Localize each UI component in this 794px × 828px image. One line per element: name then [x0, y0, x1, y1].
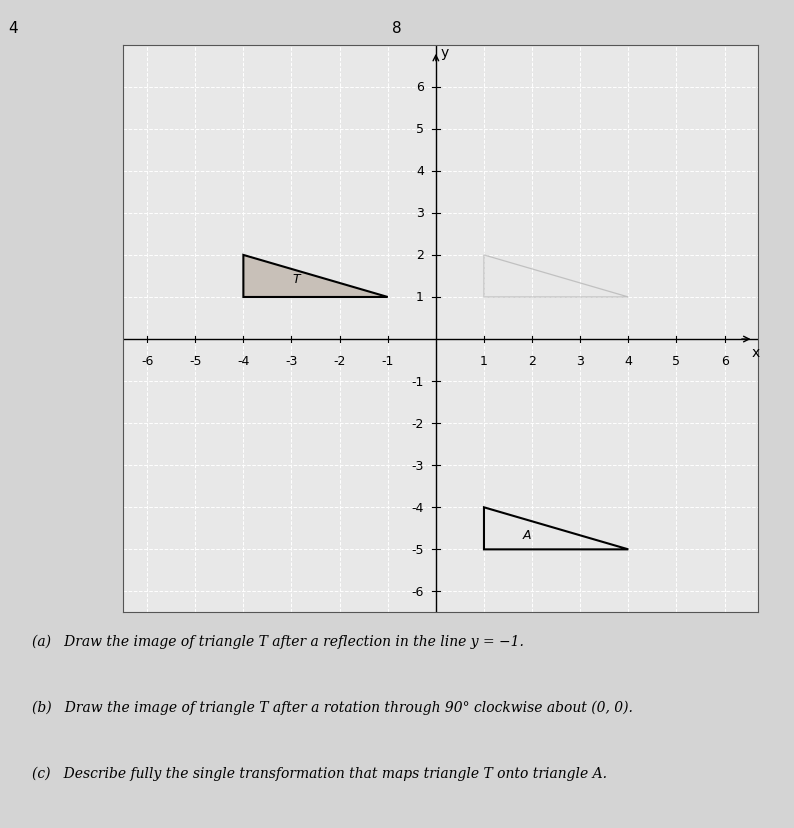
Text: (b)   Draw the image of triangle T after a rotation through 90° clockwise about : (b) Draw the image of triangle T after a…	[32, 700, 633, 714]
Text: -3: -3	[411, 460, 424, 472]
Text: x: x	[752, 345, 760, 359]
Text: -6: -6	[141, 354, 153, 368]
Text: 5: 5	[416, 123, 424, 136]
Text: 6: 6	[721, 354, 729, 368]
Text: 1: 1	[480, 354, 488, 368]
Text: -1: -1	[382, 354, 394, 368]
Text: y: y	[441, 46, 449, 60]
Text: 2: 2	[416, 249, 424, 262]
Text: -5: -5	[411, 543, 424, 556]
Text: (a)   Draw the image of triangle T after a reflection in the line y = −1.: (a) Draw the image of triangle T after a…	[32, 633, 523, 647]
Text: 1: 1	[416, 291, 424, 304]
Text: -4: -4	[237, 354, 249, 368]
Text: -2: -2	[333, 354, 346, 368]
Text: -6: -6	[411, 585, 424, 598]
Text: A: A	[523, 528, 531, 542]
Text: -4: -4	[411, 501, 424, 514]
Text: -3: -3	[285, 354, 298, 368]
Text: 4: 4	[416, 165, 424, 178]
Text: -2: -2	[411, 417, 424, 431]
Text: T: T	[292, 272, 300, 285]
Text: -1: -1	[411, 375, 424, 388]
Text: 3: 3	[416, 207, 424, 220]
Text: 3: 3	[576, 354, 584, 368]
Text: -5: -5	[189, 354, 202, 368]
Text: (c)   Describe fully the single transformation that maps triangle T onto triangl: (c) Describe fully the single transforma…	[32, 766, 607, 780]
Text: 4: 4	[624, 354, 632, 368]
Text: 6: 6	[416, 81, 424, 94]
Text: 2: 2	[528, 354, 536, 368]
Text: 8: 8	[392, 21, 402, 36]
Text: 5: 5	[673, 354, 680, 368]
Text: 4: 4	[8, 21, 17, 36]
Polygon shape	[244, 256, 387, 297]
